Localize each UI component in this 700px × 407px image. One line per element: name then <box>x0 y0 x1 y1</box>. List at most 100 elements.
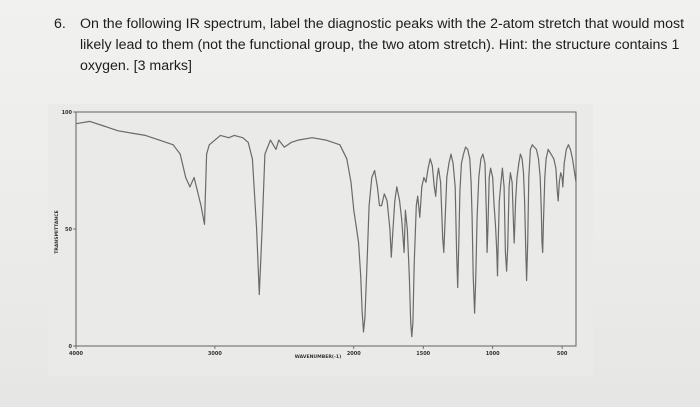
data-point <box>527 242 529 244</box>
data-point <box>193 177 195 178</box>
data-point <box>562 186 564 188</box>
data-point <box>493 205 495 207</box>
data-point <box>425 181 427 183</box>
data-point <box>214 139 216 141</box>
data-point <box>526 280 528 281</box>
data-point <box>421 186 423 188</box>
data-point <box>103 125 105 127</box>
data-point <box>504 251 506 253</box>
data-point <box>544 177 546 178</box>
data-point <box>569 148 571 150</box>
data-point <box>415 205 417 207</box>
data-point <box>247 141 249 143</box>
data-point <box>278 139 280 141</box>
data-point <box>560 172 562 174</box>
data-point <box>521 158 523 160</box>
data-point <box>545 158 547 160</box>
data-point <box>509 172 511 174</box>
data-point <box>487 228 489 230</box>
data-point <box>488 177 490 178</box>
data-point <box>89 120 91 122</box>
data-point <box>251 158 253 160</box>
data-point <box>356 228 358 230</box>
data-point <box>75 123 77 125</box>
x-tick-label: 500 <box>557 351 568 357</box>
y-tick-label: 50 <box>65 227 72 233</box>
data-point <box>563 163 565 164</box>
data-point <box>531 144 533 146</box>
data-point <box>358 242 360 244</box>
data-point <box>353 209 355 211</box>
data-point <box>456 251 458 253</box>
data-point <box>567 144 569 146</box>
data-point <box>454 186 456 188</box>
data-point <box>565 148 567 150</box>
x-axis: 4000 3000 2000 1500 1000 500 <box>69 346 568 357</box>
data-point <box>482 153 484 155</box>
data-point <box>518 163 520 164</box>
data-point <box>485 214 487 216</box>
data-point <box>413 263 415 265</box>
data-point <box>523 172 524 174</box>
data-point <box>394 200 396 202</box>
data-point <box>339 144 341 146</box>
data-point <box>399 200 401 202</box>
data-point <box>452 163 454 164</box>
data-point <box>516 177 518 178</box>
data-point <box>480 158 482 160</box>
data-point <box>436 177 438 178</box>
data-point <box>484 163 486 164</box>
data-point <box>555 167 557 169</box>
data-point <box>433 186 435 188</box>
data-point <box>408 275 410 277</box>
data-points <box>75 120 577 338</box>
spectrum-paper <box>48 104 593 376</box>
data-point <box>381 205 383 207</box>
data-point <box>507 247 509 249</box>
data-point <box>572 158 573 160</box>
data-point <box>297 139 299 141</box>
data-point <box>442 237 444 239</box>
data-point <box>557 200 559 202</box>
data-point <box>325 139 327 141</box>
data-point <box>379 205 380 207</box>
data-point <box>411 336 413 338</box>
data-point <box>429 158 431 160</box>
x-axis-title: WAVENUMBER(-1) <box>295 354 341 360</box>
data-point <box>541 242 543 244</box>
x-tick-label: 4000 <box>69 351 83 357</box>
data-point <box>417 195 419 197</box>
data-point <box>366 263 368 265</box>
x-tick-label: 3000 <box>208 351 222 357</box>
data-point <box>501 167 503 169</box>
data-point <box>492 177 494 178</box>
y-tick-label: 100 <box>62 110 73 116</box>
data-point <box>233 134 235 136</box>
data-point <box>264 153 266 155</box>
data-point <box>558 181 560 183</box>
data-point <box>368 205 370 207</box>
data-point <box>538 158 539 160</box>
data-point <box>144 134 146 136</box>
data-point <box>290 141 292 143</box>
data-point <box>206 153 208 155</box>
data-point <box>386 200 388 202</box>
data-point <box>448 163 450 164</box>
data-point <box>389 228 391 230</box>
data-point <box>474 312 476 314</box>
data-point <box>412 322 414 324</box>
data-point <box>475 280 477 281</box>
question-text: On the following IR spectrum, label the … <box>80 16 685 74</box>
data-point <box>256 228 258 230</box>
data-point <box>450 153 452 155</box>
data-point <box>361 310 363 312</box>
data-point <box>360 275 362 277</box>
data-point <box>258 294 260 295</box>
data-point <box>401 219 403 221</box>
data-point <box>438 167 439 169</box>
data-point <box>506 270 508 272</box>
data-point <box>472 275 474 277</box>
data-point <box>542 251 544 253</box>
data-point <box>402 237 404 239</box>
data-point <box>542 223 544 225</box>
